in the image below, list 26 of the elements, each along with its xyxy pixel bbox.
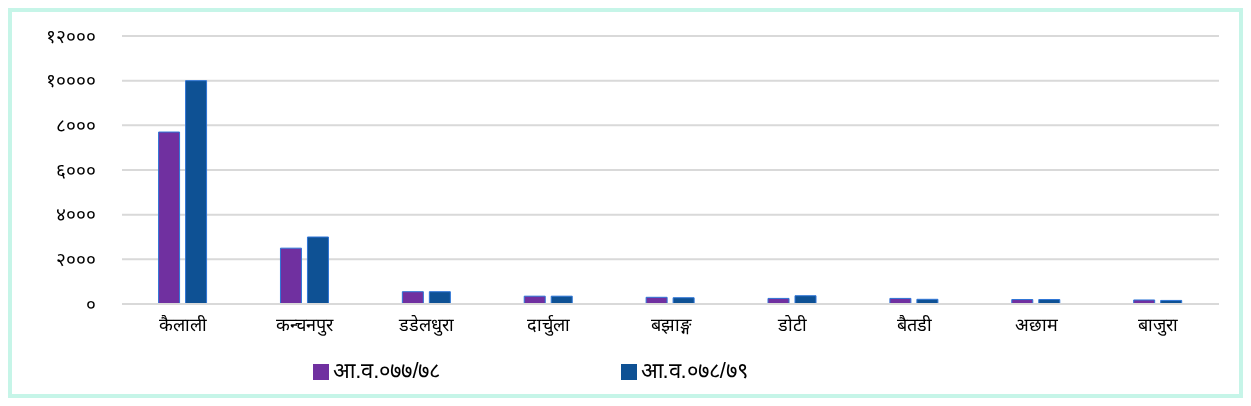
x-tick-label: कन्चनपुर — [276, 314, 335, 336]
legend-label: आ.व.०७७/७८ — [333, 358, 441, 383]
bar — [401, 291, 424, 304]
bar — [672, 297, 695, 304]
bar — [794, 295, 817, 304]
bar — [306, 236, 329, 304]
y-tick-label: २००० — [56, 249, 96, 271]
y-tick-label: ८००० — [56, 115, 96, 137]
bar — [185, 80, 208, 304]
legend-label: आ.व.०७८/७९ — [640, 358, 748, 383]
y-tick-label: ६००० — [56, 159, 96, 181]
x-tick-label: कैलाली — [158, 313, 207, 335]
y-tick-label: १२००० — [46, 25, 96, 47]
x-tick-label: दार्चुला — [527, 313, 571, 336]
x-tick-label: बैतडी — [896, 313, 932, 335]
y-tick-label: ० — [86, 293, 96, 315]
x-tick-label: बाजुरा — [1138, 314, 1179, 336]
y-tick-label: १०००० — [46, 70, 96, 92]
bar — [279, 247, 302, 304]
x-tick-label: अछाम — [1014, 314, 1059, 335]
bar — [158, 131, 181, 304]
x-tick-label: बझाङ्ग — [650, 314, 692, 335]
y-tick-label: ४००० — [56, 204, 96, 226]
x-tick-label: डडेलधुरा — [398, 313, 455, 336]
x-tick-label: डोटी — [776, 313, 807, 335]
bar — [428, 291, 451, 304]
